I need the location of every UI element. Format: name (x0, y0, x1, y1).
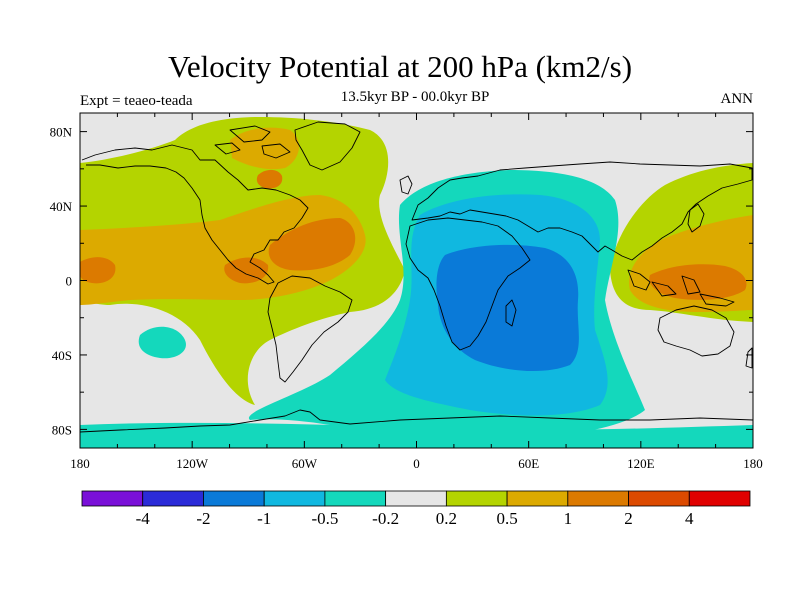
y-tick-label-40n: 40N (50, 199, 73, 214)
y-tick-label-80n: 80N (50, 125, 73, 140)
coastline-new-zealand (745, 347, 753, 369)
coastline-africa (405, 217, 531, 351)
y-tick-label-80s: 80S (52, 422, 72, 437)
colorbar-label-1: -4 (136, 509, 151, 528)
x-tick-label-180w: 180 (70, 456, 90, 471)
coastline-madagascar (505, 299, 517, 327)
colorbar-label-4: -0.5 (311, 509, 338, 528)
colorbar-label-3: -1 (257, 509, 271, 528)
contour-positive-1-mexico (224, 257, 269, 284)
y-tick-label-40s: 40S (52, 348, 72, 363)
x-tick-label-60e: 60E (518, 456, 539, 471)
coastline-antarctica (80, 409, 753, 433)
contour-positive-1-caribbean (268, 218, 356, 271)
colorbar-box-8 (506, 490, 569, 507)
coastline-eurasia (411, 161, 753, 261)
colorbar-box-11 (688, 490, 751, 507)
coastline-australia (657, 305, 735, 357)
contour-positive-1-dateline (80, 257, 116, 284)
experiment-label: Expt = teaeo-teada (80, 93, 193, 109)
colorbar-box-4 (263, 490, 326, 507)
contour-negative-0.2-polar-band (80, 422, 753, 448)
axis-ticks (79, 113, 754, 448)
y-axis-labels: 80N 40N 0 40S 80S (50, 125, 73, 438)
y-tick-label-0: 0 (66, 274, 73, 289)
map-title: Velocity Potential at 200 hPa (km2/s) (167, 49, 633, 84)
coastline-south-america (267, 275, 353, 383)
season-label: ANN (720, 91, 754, 107)
colorbar-boxes (81, 490, 751, 507)
colorbar-labels: -4 -2 -1 -0.5 -0.2 0.2 0.5 1 2 4 (136, 509, 694, 528)
coastline-britain (399, 175, 413, 195)
coastline-arctic-islands (214, 125, 291, 159)
colorbar-label-9: 2 (624, 509, 633, 528)
colorbar-label-8: 1 (564, 509, 573, 528)
coastline-north-america (81, 144, 309, 285)
colorbar-box-7 (445, 490, 508, 507)
map-subtitle: 13.5kyr BP - 00.0kyr BP (340, 89, 490, 105)
colorbar-label-5: -0.2 (372, 509, 399, 528)
colorbar-box-6 (385, 490, 447, 507)
coastline-maritime-continent (627, 269, 735, 307)
colorbar-label-7: 0.5 (496, 509, 517, 528)
colorbar-label-10: 4 (685, 509, 694, 528)
coastline-japan (687, 203, 705, 233)
colorbar-box-5 (324, 490, 387, 507)
x-tick-label-0: 0 (413, 456, 420, 471)
contour-negative-0.2-south-pacific (138, 326, 186, 359)
contour-positive-0.5-north (230, 127, 300, 170)
x-tick-label-180e: 180 (743, 456, 763, 471)
contour-fills (80, 117, 753, 448)
colorbar: -4 -2 -1 -0.5 -0.2 0.2 0.5 1 2 4 (81, 490, 751, 528)
colorbar-box-10 (628, 490, 690, 507)
x-tick-label-120e: 120E (627, 456, 655, 471)
colorbar-box-3 (203, 490, 265, 507)
colorbar-label-6: 0.2 (436, 509, 457, 528)
contour-positive-0.5-atlantic (80, 195, 366, 305)
map-panel (80, 113, 753, 448)
colorbar-box-9 (567, 490, 629, 507)
coastlines (80, 121, 753, 433)
colorbar-box-2 (142, 490, 204, 507)
x-axis-labels: 180 120W 60W 0 60E 120E 180 (70, 456, 763, 471)
colorbar-box-1 (81, 490, 144, 507)
contour-negative-1 (436, 244, 579, 372)
colorbar-label-2: -2 (196, 509, 210, 528)
x-tick-label-60w: 60W (292, 456, 318, 471)
x-tick-label-120w: 120W (176, 456, 209, 471)
contour-positive-1-greenland (256, 169, 283, 189)
coastline-greenland (294, 121, 361, 171)
